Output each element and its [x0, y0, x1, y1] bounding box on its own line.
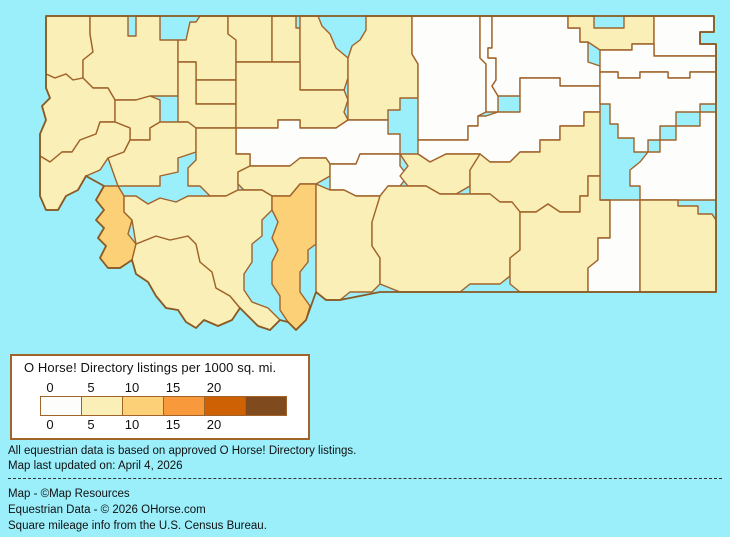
legend-swatch-5[interactable]: [246, 397, 286, 415]
legend-ticks-top: 0 5 10 15 20: [12, 380, 312, 395]
notes-line-1: All equestrian data is based on approved…: [8, 445, 357, 457]
county-area[interactable]: [639, 199, 717, 293]
county-area[interactable]: [599, 71, 717, 153]
legend-panel: O Horse! Directory listings per 1000 sq.…: [10, 354, 310, 440]
legend-ticks-bottom: 0 5 10 15 20: [12, 417, 312, 432]
credits-line-3: Square mileage info from the U.S. Census…: [8, 520, 267, 532]
notes-line-2: Map last updated on: April 4, 2026: [8, 460, 183, 472]
legend-swatch-3[interactable]: [164, 397, 205, 415]
legend-swatch-4[interactable]: [205, 397, 246, 415]
credits-line-1: Map - ©Map Resources: [8, 488, 130, 500]
legend-tick-top-2: 10: [124, 380, 140, 395]
county-area[interactable]: [195, 79, 237, 105]
montana-map-svg[interactable]: [0, 0, 730, 340]
credits-block: Map - ©Map Resources Equestrian Data - ©…: [8, 486, 728, 534]
legend-tick-bottom-1: 5: [87, 417, 95, 432]
county-area[interactable]: [411, 15, 487, 141]
county-area[interactable]: [271, 15, 301, 63]
county-area[interactable]: [315, 183, 381, 301]
legend-tick-bottom-3: 15: [165, 417, 181, 432]
legend-tick-bottom-4: 20: [206, 417, 222, 432]
map-canvas: [0, 0, 730, 340]
state-outline: [39, 15, 717, 331]
legend-tick-top-0: 0: [46, 380, 54, 395]
legend-swatch-0[interactable]: [41, 397, 82, 415]
county-area[interactable]: [371, 185, 521, 293]
legend-title: O Horse! Directory listings per 1000 sq.…: [24, 360, 277, 375]
legend-tick-top-1: 5: [87, 380, 95, 395]
county-area[interactable]: [107, 121, 197, 187]
legend-swatch-1[interactable]: [82, 397, 123, 415]
legend-tick-bottom-2: 10: [124, 417, 140, 432]
legend-color-bar[interactable]: [40, 396, 287, 416]
legend-tick-bottom-0: 0: [46, 417, 54, 432]
data-notes: All equestrian data is based on approved…: [8, 444, 728, 474]
dashed-divider: [8, 478, 722, 479]
legend-swatch-2[interactable]: [123, 397, 164, 415]
legend-tick-top-3: 15: [165, 380, 181, 395]
legend-tick-top-4: 20: [206, 380, 222, 395]
credits-line-2: Equestrian Data - © 2026 OHorse.com: [8, 504, 206, 516]
